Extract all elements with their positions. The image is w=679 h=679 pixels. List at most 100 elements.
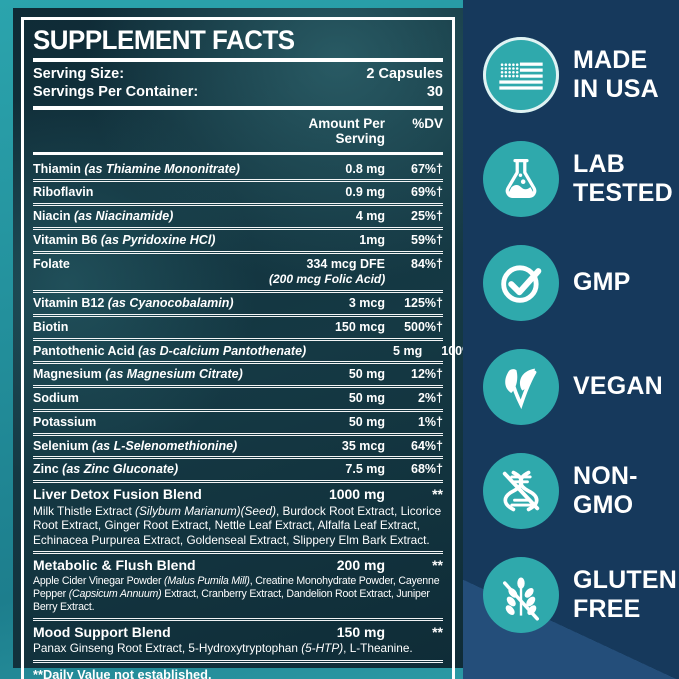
- nutrient-dv: 125%†: [404, 296, 443, 311]
- serving-size-value: 2 Capsules: [366, 66, 443, 83]
- nutrient-name: Potassium: [33, 414, 97, 429]
- serving-size-label: Serving Size:: [33, 66, 125, 83]
- nutrient-name: Sodium: [33, 391, 79, 406]
- nutrient-name: Niacin (as Niacinamide): [33, 209, 174, 224]
- panel-title: SUPPLEMENT FACTS: [33, 25, 295, 55]
- nutrient-dv: 69%†: [411, 185, 443, 200]
- badge-label: NON- GMO: [573, 461, 638, 520]
- supplement-facts-inner-box: SUPPLEMENT FACTS Serving Size: 2 Capsule…: [21, 17, 480, 679]
- nutrient-row: Magnesium (as Magnesium Citrate) 50 mg 1…: [33, 364, 443, 389]
- nutrient-amount: 50 mg: [348, 367, 385, 382]
- vegan-leaf-icon: [483, 349, 559, 425]
- servings-per-container-row: Servings Per Container: 30: [33, 84, 443, 102]
- lab-flask-icon: [483, 141, 559, 217]
- blend-header: Liver Detox Fusion Blend 1000 mg **: [33, 486, 443, 503]
- servings-per-container-label: Servings Per Container:: [33, 84, 199, 101]
- nutrient-row: Riboflavin 0.9 mg 69%†: [33, 182, 443, 207]
- nutrient-dv: 67%†: [411, 161, 443, 176]
- nutrient-dv: 2%†: [417, 391, 443, 406]
- blend-dv: **: [432, 623, 443, 640]
- blend-amount: 1000 mg: [328, 486, 385, 503]
- divider: [33, 151, 443, 155]
- nutrient-dv: 25%†: [411, 209, 443, 224]
- nutrient-row: Pantothenic Acid (as D-calcium Pantothen…: [33, 341, 480, 365]
- blend-section: Mood Support Blend 150 mg ** Panax Ginse…: [33, 621, 443, 663]
- nutrient-row: Potassium 50 mg 1%†: [33, 412, 443, 436]
- blend-name: Metabolic & Flush Blend: [33, 557, 196, 574]
- certification-badge: NON- GMO: [483, 453, 679, 529]
- nutrient-row: Vitamin B12 (as Cyanocobalamin) 3 mcg 12…: [33, 293, 443, 317]
- nutrient-name: Folate: [33, 256, 70, 271]
- nutrient-name: Pantothenic Acid (as D-calcium Pantothen…: [33, 343, 307, 358]
- blend-ingredients: Apple Cider Vinegar Powder (Malus Pumila…: [33, 574, 440, 613]
- nutrient-amount: 4 mg: [355, 209, 385, 224]
- nutrient-dv: 84%†: [411, 256, 443, 271]
- nutrient-row: Zinc (as Zinc Gluconate) 7.5 mg 68%†: [33, 459, 443, 484]
- supplement-facts-region: SUPPLEMENT FACTS Serving Size: 2 Capsule…: [0, 0, 480, 679]
- nutrient-dv: 1%†: [417, 414, 443, 429]
- nutrient-dv: 500%†: [404, 319, 443, 334]
- gluten-free-wheat-icon: [483, 557, 559, 633]
- supplement-facts-panel: SUPPLEMENT FACTS Serving Size: 2 Capsule…: [13, 8, 480, 679]
- nutrient-amount: 50 mg: [348, 414, 385, 429]
- nutrient-row: Sodium 50 mg 2%†: [33, 388, 443, 412]
- blend-ingredients: Milk Thistle Extract (Silybum Marianum)(…: [33, 503, 442, 547]
- certification-badge: LAB TESTED: [483, 141, 679, 217]
- blend-ingredients: Panax Ginseng Root Extract, 5-Hydroxytry…: [33, 641, 413, 656]
- nutrient-name: Biotin: [33, 319, 69, 334]
- badge-label: GLUTEN FREE: [573, 565, 677, 624]
- nutrient-amount: 150 mcg: [334, 319, 385, 334]
- servings-per-container-value: 30: [426, 84, 443, 101]
- nutrient-dv: 64%†: [411, 438, 443, 453]
- nutrient-amount: 7.5 mg: [345, 462, 385, 477]
- nutrient-name: Vitamin B12 (as Cyanocobalamin): [33, 296, 234, 311]
- gmp-check-icon: [483, 245, 559, 321]
- nutrient-dv: 59%†: [411, 232, 443, 247]
- badge-label: GMP: [573, 268, 631, 297]
- nutrient-row: Biotin 150 mcg 500%†: [33, 317, 443, 341]
- nutrient-amount: 3 mcg: [348, 296, 385, 311]
- non-gmo-dna-icon: [483, 453, 559, 529]
- usa-flag-icon: [483, 37, 559, 113]
- blend-amount: 150 mg: [336, 623, 385, 640]
- blend-dv: **: [432, 486, 443, 503]
- nutrient-name: Selenium (as L-Selenomethionine): [33, 438, 238, 453]
- badge-label: MADE IN USA: [573, 45, 659, 104]
- divider: [33, 105, 443, 110]
- nutrient-amount: 50 mg: [348, 391, 385, 406]
- nutrient-amount: 334 mcg DFE (200 mcg Folic Acid): [269, 256, 386, 286]
- nutrient-row: Vitamin B6 (as Pyridoxine HCl) 1mg 59%†: [33, 230, 443, 254]
- nutrient-name: Thiamin (as Thiamine Mononitrate): [33, 161, 240, 176]
- certification-badge: GLUTEN FREE: [483, 557, 679, 633]
- nutrient-amount: 0.8 mg: [345, 161, 385, 176]
- blend-header: Mood Support Blend 150 mg **: [33, 624, 443, 641]
- certification-badge: GMP: [483, 245, 679, 321]
- amount-per-serving-header: Amount Per Serving: [308, 115, 385, 146]
- nutrient-amount: 0.9 mg: [345, 185, 385, 200]
- nutrient-row: Folate 334 mcg DFE (200 mcg Folic Acid) 8…: [33, 254, 443, 294]
- badges-column: MADE IN USA LAB TESTED GMP VEGAN NON- GMO G…: [463, 0, 679, 679]
- blend-amount: 200 mg: [336, 557, 385, 574]
- nutrient-name: Riboflavin: [33, 185, 94, 200]
- footnotes: **Daily Value not established. †Percent …: [33, 663, 443, 679]
- column-header-row: Amount Per Serving %DV: [33, 114, 443, 148]
- nutrient-name: Vitamin B6 (as Pyridoxine HCl): [33, 232, 216, 247]
- nutrient-amount: 5 mg: [393, 343, 423, 358]
- footnote-daily-value: **Daily Value not established.: [33, 666, 212, 679]
- nutrient-rows: Thiamin (as Thiamine Mononitrate) 0.8 mg…: [33, 159, 480, 484]
- nutrient-row: Selenium (as L-Selenomethionine) 35 mcg …: [33, 436, 443, 460]
- certification-badge: VEGAN: [483, 349, 679, 425]
- nutrient-row: Thiamin (as Thiamine Mononitrate) 0.8 mg…: [33, 159, 443, 183]
- divider: [33, 58, 443, 63]
- nutrient-dv: 12%†: [411, 367, 443, 382]
- badge-label: VEGAN: [573, 372, 663, 401]
- blend-section: Liver Detox Fusion Blend 1000 mg ** Milk…: [33, 483, 443, 555]
- nutrient-amount: 1mg: [359, 232, 385, 247]
- nutrient-row: Niacin (as Niacinamide) 4 mg 25%†: [33, 206, 443, 230]
- nutrient-name: Magnesium (as Magnesium Citrate): [33, 367, 243, 382]
- blend-dv: **: [432, 557, 443, 574]
- blend-sections: Liver Detox Fusion Blend 1000 mg ** Milk…: [33, 483, 443, 663]
- serving-size-row: Serving Size: 2 Capsules: [33, 66, 443, 84]
- blend-name: Mood Support Blend: [33, 623, 171, 640]
